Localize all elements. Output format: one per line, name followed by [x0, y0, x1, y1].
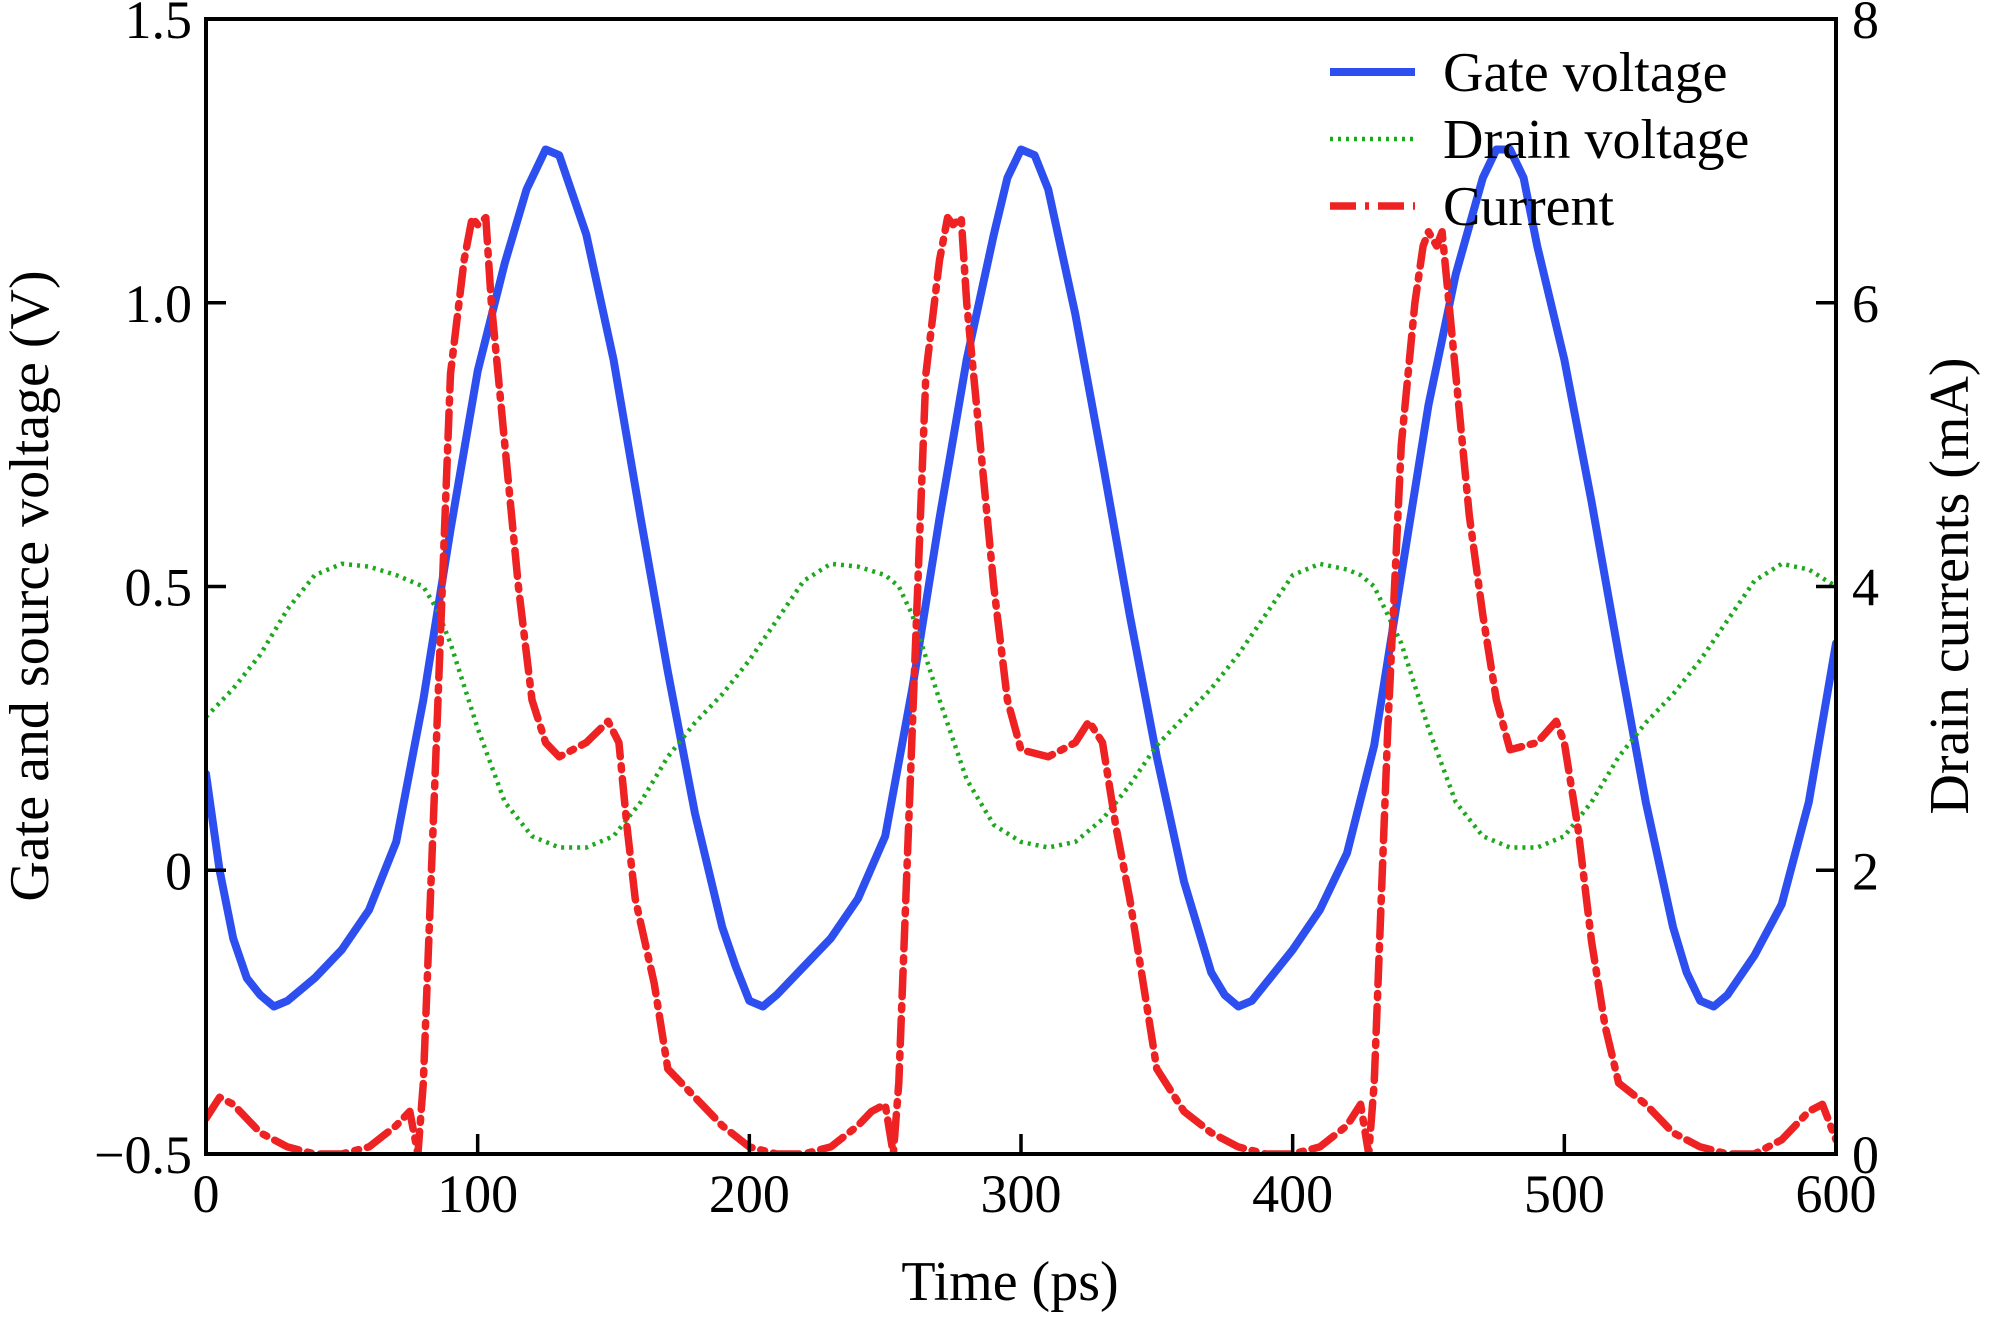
y-left-tick-label: 0 — [165, 841, 192, 901]
series-line-2 — [206, 561, 1836, 850]
series-layer — [206, 145, 1836, 1154]
y-right-tick-label: 2 — [1852, 841, 1879, 901]
y-axis-left-title: Gate and source voltage (V) — [0, 270, 61, 901]
x-tick-label: 200 — [709, 1164, 790, 1224]
x-axis-title: Time (ps) — [901, 1251, 1118, 1313]
y-left-tick-label: 0.5 — [125, 558, 193, 618]
y-right-tick-label: 0 — [1852, 1125, 1879, 1185]
legend-label-2: Drain voltage — [1443, 109, 1749, 171]
y-left-tick-label: 1.5 — [125, 0, 193, 50]
series-line-1 — [206, 145, 1836, 1011]
x-tick-label: 100 — [437, 1164, 518, 1224]
y-right-tick-label: 6 — [1852, 274, 1879, 334]
y-axis-right-title: Drain currents (mA) — [1919, 357, 1981, 814]
y-left-tick-label: −0.5 — [94, 1125, 192, 1185]
x-tick-label: 0 — [193, 1164, 220, 1224]
x-tick-label: 300 — [981, 1164, 1062, 1224]
legend-label-1: Gate voltage — [1443, 42, 1728, 104]
y-right-tick-label: 8 — [1852, 0, 1879, 50]
x-tick-label: 400 — [1252, 1164, 1333, 1224]
y-left-tick-label: 1.0 — [125, 274, 193, 334]
series-line-3 — [206, 213, 1836, 1154]
legend-label-3: Current — [1443, 176, 1615, 238]
x-tick-label: 500 — [1524, 1164, 1605, 1224]
x-tick-label: 600 — [1796, 1164, 1877, 1224]
y-right-tick-label: 4 — [1852, 558, 1879, 618]
